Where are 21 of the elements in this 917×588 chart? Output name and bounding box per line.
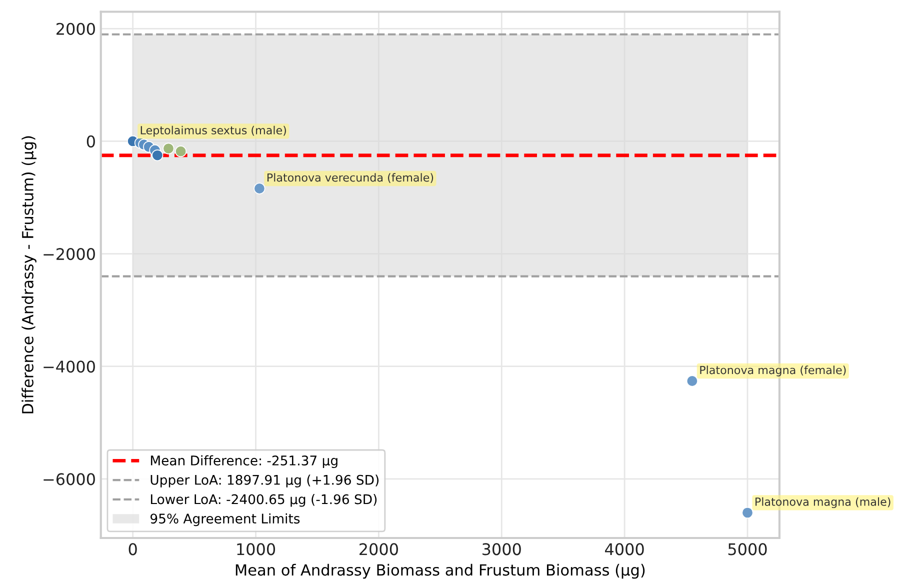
y-tick-label: −6000 — [44, 473, 95, 486]
legend-label: Upper LoA: 1897.91 µg (+1.96 SD) — [150, 474, 379, 488]
legend-label: Lower LoA: -2400.65 µg (-1.96 SD) — [150, 494, 377, 507]
legend-label: Mean Difference: -251.37 µg — [150, 455, 338, 468]
annotation: Platonova magna (male) — [756, 497, 890, 508]
x-axis-title: Mean of Andrassy Biomass and Frustum Biomass (µg) — [236, 564, 645, 579]
y-tick-label: −2000 — [44, 248, 95, 260]
x-tick-label: 5000 — [728, 543, 767, 556]
annotation: Platonova magna (female) — [700, 366, 846, 376]
annotation: Leptolaimus sextus (male) — [140, 126, 286, 137]
x-tick-label: 4000 — [605, 543, 644, 556]
y-tick-label: 0 — [86, 135, 95, 148]
x-tick-label: 3000 — [482, 543, 521, 556]
annotation: Platonova verecunda (female) — [267, 173, 434, 184]
y-axis-title: Difference (Andrassy - Frustum) (µg) — [22, 136, 36, 414]
legend-label: 95% Agreement Limits — [150, 513, 300, 526]
x-tick-label: 0 — [128, 543, 137, 556]
y-tick-label: −4000 — [44, 360, 95, 373]
y-tick-label: 2000 — [56, 22, 95, 35]
x-tick-label: 1000 — [237, 543, 276, 556]
x-tick-label: 2000 — [360, 543, 398, 556]
